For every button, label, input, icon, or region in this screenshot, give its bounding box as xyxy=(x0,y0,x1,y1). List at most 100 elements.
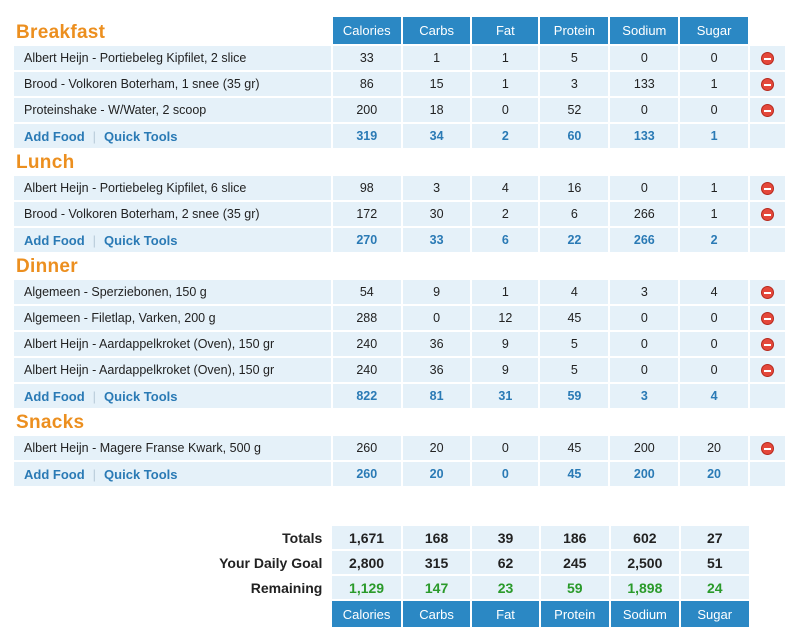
food-protein: 45 xyxy=(540,306,609,330)
food-calories: 172 xyxy=(332,202,401,226)
totals-row-fat: 39 xyxy=(472,526,539,549)
food-row[interactable]: Albert Heijn - Portiebeleg Kipfilet, 6 s… xyxy=(14,176,785,200)
food-name[interactable]: Brood - Volkoren Boterham, 1 snee (35 gr… xyxy=(14,72,331,96)
lunch-title: Lunch xyxy=(16,152,75,173)
food-calories: 86 xyxy=(332,72,401,96)
add-food-link[interactable]: Add Food xyxy=(24,466,85,482)
delete-food-button[interactable] xyxy=(749,358,785,382)
link-separator: | xyxy=(92,232,97,248)
footer-column-fat: Fat xyxy=(472,601,539,627)
delete-food-button[interactable] xyxy=(749,332,785,356)
food-name[interactable]: Algemeen - Sperziebonen, 150 g xyxy=(14,280,331,304)
food-calories: 54 xyxy=(332,280,401,304)
food-calories: 240 xyxy=(332,332,401,356)
remove-circle-icon[interactable] xyxy=(760,104,774,118)
food-row[interactable]: Brood - Volkoren Boterham, 2 snee (35 gr… xyxy=(14,202,785,226)
food-row[interactable]: Albert Heijn - Aardappelkroket (Oven), 1… xyxy=(14,332,785,356)
food-row[interactable]: Brood - Volkoren Boterham, 1 snee (35 gr… xyxy=(14,72,785,96)
daily-goal-row-sodium: 2,500 xyxy=(610,551,679,574)
food-sodium: 0 xyxy=(610,46,679,70)
breakfast-title: Breakfast xyxy=(16,22,106,43)
meal-total-sugar: 20 xyxy=(680,462,748,486)
delete-food-button[interactable] xyxy=(749,280,785,304)
remove-circle-icon[interactable] xyxy=(760,442,774,456)
delete-food-button[interactable] xyxy=(749,46,785,70)
column-header-calories: Calories xyxy=(332,17,401,44)
food-carbs: 30 xyxy=(402,202,471,226)
food-name[interactable]: Albert Heijn - Aardappelkroket (Oven), 1… xyxy=(14,358,331,382)
row-spacer xyxy=(749,462,785,486)
food-row[interactable]: Proteinshake - W/Water, 2 scoop 200 18 0 52 0… xyxy=(14,98,785,122)
footer-column-protein: Protein xyxy=(540,601,609,627)
delete-food-button[interactable] xyxy=(749,98,785,122)
quick-tools-link[interactable]: Quick Tools xyxy=(104,466,178,482)
meal-total-fat: 2 xyxy=(472,124,539,148)
food-name[interactable]: Albert Heijn - Portiebeleg Kipfilet, 6 s… xyxy=(14,176,331,200)
delete-food-button[interactable] xyxy=(749,72,785,96)
remaining-row-calories: 1,129 xyxy=(332,576,401,599)
header-spacer xyxy=(333,254,785,278)
link-separator: | xyxy=(92,128,97,144)
column-header-sodium: Sodium xyxy=(610,17,679,44)
totals-row-label: Totals xyxy=(282,529,323,546)
daily-goal-row-label: Your Daily Goal xyxy=(219,554,323,571)
remove-circle-icon[interactable] xyxy=(760,338,774,352)
breakfast-totals-row: Add Food | Quick Tools 319 34 2 60 133 1 xyxy=(14,124,785,148)
snacks-header-row: Snacks xyxy=(14,410,785,434)
food-name[interactable]: Brood - Volkoren Boterham, 2 snee (35 gr… xyxy=(14,202,331,226)
food-carbs: 15 xyxy=(402,72,471,96)
header-spacer xyxy=(750,17,785,44)
meal-total-fat: 0 xyxy=(472,462,539,486)
add-food-link[interactable]: Add Food xyxy=(24,388,85,404)
food-sugar: 20 xyxy=(680,436,748,460)
food-row[interactable]: Albert Heijn - Portiebeleg Kipfilet, 2 s… xyxy=(14,46,785,70)
quick-tools-link[interactable]: Quick Tools xyxy=(104,128,178,144)
food-row[interactable]: Algemeen - Sperziebonen, 150 g 54 9 1 4 3 4 xyxy=(14,280,785,304)
meal-actions: Add Food | Quick Tools xyxy=(14,228,331,252)
delete-food-button[interactable] xyxy=(749,436,785,460)
food-protein: 5 xyxy=(540,358,609,382)
delete-food-button[interactable] xyxy=(749,306,785,330)
meal-total-carbs: 20 xyxy=(402,462,471,486)
footer-spacer xyxy=(14,601,330,627)
food-row[interactable]: Algemeen - Filetlap, Varken, 200 g 288 0 12… xyxy=(14,306,785,330)
food-sodium: 266 xyxy=(610,202,679,226)
lunch-totals-row: Add Food | Quick Tools 270 33 6 22 266 2 xyxy=(14,228,785,252)
delete-food-button[interactable] xyxy=(749,202,785,226)
food-name[interactable]: Proteinshake - W/Water, 2 scoop xyxy=(14,98,331,122)
food-name[interactable]: Algemeen - Filetlap, Varken, 200 g xyxy=(14,306,331,330)
quick-tools-link[interactable]: Quick Tools xyxy=(104,232,178,248)
remove-circle-icon[interactable] xyxy=(760,364,774,378)
column-header-protein: Protein xyxy=(540,17,609,44)
meal-total-calories: 260 xyxy=(332,462,401,486)
quick-tools-link[interactable]: Quick Tools xyxy=(104,388,178,404)
remove-circle-icon[interactable] xyxy=(760,312,774,326)
food-fat: 9 xyxy=(472,332,539,356)
row-spacer xyxy=(751,576,786,599)
remove-circle-icon[interactable] xyxy=(760,78,774,92)
food-diary-table: Breakfast Calories Carbs Fat Protein Sodium Su… xyxy=(12,15,787,488)
delete-food-button[interactable] xyxy=(749,176,785,200)
footer-column-calories: Calories xyxy=(332,601,401,627)
add-food-link[interactable]: Add Food xyxy=(24,128,85,144)
food-carbs: 1 xyxy=(402,46,471,70)
add-food-link[interactable]: Add Food xyxy=(24,232,85,248)
food-row[interactable]: Albert Heijn - Magere Franse Kwark, 500 … xyxy=(14,436,785,460)
remove-circle-icon[interactable] xyxy=(760,52,774,66)
remaining-row-protein: 59 xyxy=(540,576,609,599)
food-protein: 45 xyxy=(540,436,609,460)
food-name[interactable]: Albert Heijn - Portiebeleg Kipfilet, 2 s… xyxy=(14,46,331,70)
meal-total-protein: 45 xyxy=(540,462,609,486)
food-protein: 6 xyxy=(540,202,609,226)
food-protein: 5 xyxy=(540,46,609,70)
food-name[interactable]: Albert Heijn - Magere Franse Kwark, 500 … xyxy=(14,436,331,460)
remove-circle-icon[interactable] xyxy=(760,286,774,300)
food-sodium: 3 xyxy=(610,280,679,304)
footer-column-sodium: Sodium xyxy=(610,601,679,627)
food-row[interactable]: Albert Heijn - Aardappelkroket (Oven), 1… xyxy=(14,358,785,382)
food-calories: 260 xyxy=(332,436,401,460)
remove-circle-icon[interactable] xyxy=(760,208,774,222)
remove-circle-icon[interactable] xyxy=(760,182,774,196)
daily-goal-row-carbs: 315 xyxy=(402,551,471,574)
food-name[interactable]: Albert Heijn - Aardappelkroket (Oven), 1… xyxy=(14,332,331,356)
